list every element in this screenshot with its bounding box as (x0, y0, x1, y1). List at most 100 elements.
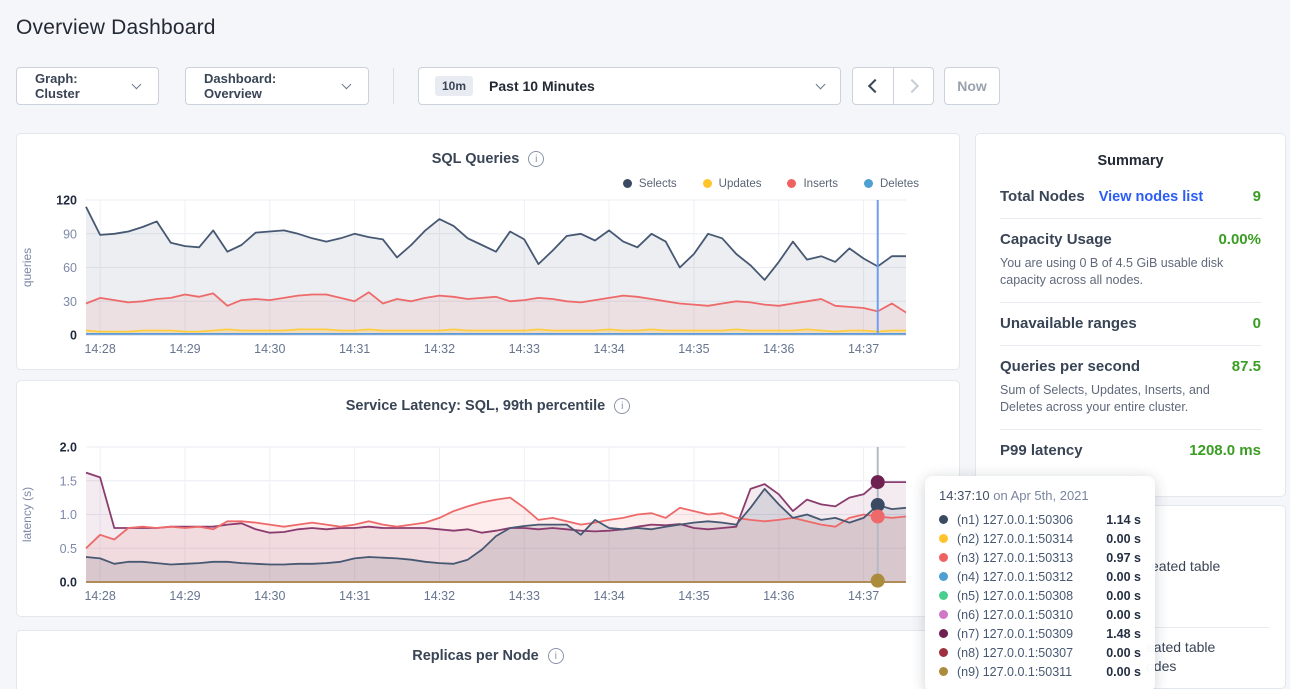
unavailable-ranges-label: Unavailable ranges (1000, 315, 1137, 332)
svg-text:0.0: 0.0 (60, 576, 77, 590)
graph-dropdown[interactable]: Graph: Cluster (16, 67, 159, 105)
tooltip-row: (n9) 127.0.0.1:50311 0.00 s (939, 662, 1141, 681)
legend-dot-icon (787, 179, 797, 188)
queries-per-second-label: Queries per second (1000, 358, 1141, 375)
tooltip-node-address: (n7) 127.0.0.1:50309 (957, 626, 1074, 641)
sql-queries-card: SQL Queries i Selects Updates Inserts Delet… (16, 133, 960, 370)
svg-text:14:31: 14:31 (339, 589, 370, 603)
view-nodes-list-link[interactable]: View nodes list (1098, 189, 1204, 205)
legend-label: Updates (718, 177, 762, 190)
tooltip-node-latency: 1.48 s (1106, 626, 1141, 641)
tooltip-row: (n3) 127.0.0.1:50313 0.97 s (939, 548, 1141, 567)
now-button[interactable]: Now (944, 67, 1000, 105)
info-icon[interactable]: i (547, 648, 564, 664)
svg-text:90: 90 (63, 227, 77, 241)
legend-label: Inserts (803, 177, 838, 190)
chevron-left-icon (867, 78, 883, 94)
service-latency-chart[interactable]: 2.0 1.5 1.0 0.5 0.0 14:28 14:29 14:30 14:31 14:32… (17, 441, 960, 609)
svg-text:14:36: 14:36 (763, 342, 794, 356)
sql-queries-chart[interactable]: 120 90 60 30 0 14:28 14:29 14:30 14:31 14:32 14:33… (17, 194, 960, 362)
tooltip-row: (n1) 127.0.0.1:50306 1.14 s (939, 510, 1141, 529)
tooltip-node-address: (n8) 127.0.0.1:50307 (957, 645, 1074, 660)
svg-text:14:32: 14:32 (424, 589, 455, 603)
p99-latency-row: P99 latency 1208.0 ms (1000, 429, 1261, 472)
tooltip-node-address: (n5) 127.0.0.1:50308 (957, 588, 1074, 603)
page-title: Overview Dashboard (16, 16, 216, 39)
node-color-dot-icon (939, 648, 948, 657)
tooltip-node-latency: 0.00 s (1106, 607, 1141, 622)
legend-item-inserts[interactable]: Inserts (787, 176, 838, 191)
sql-queries-legend: Selects Updates Inserts Deletes (17, 176, 919, 191)
svg-text:14:33: 14:33 (509, 589, 540, 603)
time-range-dropdown[interactable]: 10m Past 10 Minutes (418, 67, 841, 105)
svg-text:14:36: 14:36 (763, 589, 794, 603)
tooltip-node-address: (n4) 127.0.0.1:50312 (957, 569, 1074, 584)
svg-text:2.0: 2.0 (60, 441, 77, 455)
node-color-dot-icon (939, 629, 948, 638)
chevron-down-icon (815, 79, 826, 89)
tooltip-node-latency: 0.00 s (1106, 588, 1141, 603)
svg-text:14:33: 14:33 (509, 342, 540, 356)
svg-text:0: 0 (70, 329, 77, 343)
svg-text:60: 60 (63, 261, 77, 275)
svg-text:1.5: 1.5 (60, 474, 77, 488)
node-color-dot-icon (939, 572, 948, 581)
total-nodes-value: 9 (1252, 188, 1261, 205)
tooltip-node-address: (n9) 127.0.0.1:50311 (957, 664, 1073, 679)
charts-column: SQL Queries i Selects Updates Inserts Delet… (16, 133, 960, 689)
svg-text:14:34: 14:34 (593, 589, 624, 603)
info-icon[interactable]: i (528, 151, 545, 167)
event-text-fragment: eated table (1146, 639, 1216, 655)
tooltip-node-address: (n2) 127.0.0.1:50314 (957, 531, 1074, 546)
tooltip-row: (n4) 127.0.0.1:50312 0.00 s (939, 567, 1141, 586)
svg-text:0.5: 0.5 (60, 542, 77, 556)
svg-text:14:28: 14:28 (84, 342, 115, 356)
tooltip-node-latency: 0.00 s (1106, 664, 1141, 679)
tooltip-timestamp: 14:37:10 on Apr 5th, 2021 (939, 488, 1141, 503)
dashboard-dropdown-label: Dashboard: Overview (204, 71, 277, 101)
graph-dropdown-label: Graph: Cluster (35, 71, 80, 101)
dashboard-dropdown[interactable]: Dashboard: Overview (185, 67, 369, 105)
capacity-usage-value: 0.00% (1218, 231, 1261, 248)
svg-text:120: 120 (56, 194, 77, 208)
time-forward-button[interactable] (893, 68, 933, 104)
legend-item-updates[interactable]: Updates (702, 176, 762, 191)
capacity-usage-label: Capacity Usage (1000, 231, 1112, 248)
svg-text:queries: queries (20, 248, 34, 287)
time-back-button[interactable] (853, 68, 893, 104)
time-pager (852, 67, 934, 105)
svg-text:14:34: 14:34 (593, 342, 624, 356)
svg-text:14:37: 14:37 (848, 589, 879, 603)
tooltip-node-address: (n6) 127.0.0.1:50310 (957, 607, 1074, 622)
tooltip-node-latency: 0.00 s (1106, 531, 1141, 546)
tooltip-node-address: (n3) 127.0.0.1:50313 (957, 550, 1074, 565)
tooltip-row: (n2) 127.0.0.1:50314 0.00 s (939, 529, 1141, 548)
tooltip-row: (n7) 127.0.0.1:50309 1.48 s (939, 624, 1141, 643)
time-range-label: Past 10 Minutes (489, 78, 595, 94)
node-color-dot-icon (939, 534, 948, 543)
svg-text:latency (s): latency (s) (20, 487, 34, 542)
svg-text:14:29: 14:29 (169, 342, 200, 356)
legend-item-deletes[interactable]: Deletes (864, 176, 919, 191)
p99-latency-label: P99 latency (1000, 442, 1083, 459)
queries-per-second-description: Sum of Selects, Updates, Inserts, and De… (1000, 383, 1210, 414)
legend-dot-icon (702, 179, 712, 188)
tooltip-date: on Apr 5th, 2021 (989, 488, 1089, 503)
node-color-dot-icon (939, 515, 948, 524)
info-icon[interactable]: i (614, 398, 631, 414)
tooltip-node-address: (n1) 127.0.0.1:50306 (957, 512, 1074, 527)
legend-label: Selects (638, 177, 677, 190)
tooltip-row: (n5) 127.0.0.1:50308 0.00 s (939, 586, 1141, 605)
p99-latency-value: 1208.0 ms (1189, 442, 1261, 459)
tooltip-row: (n6) 127.0.0.1:50310 0.00 s (939, 605, 1141, 624)
node-color-dot-icon (939, 610, 948, 619)
chevron-right-icon (904, 78, 919, 94)
capacity-usage-description: You are using 0 B of 4.5 GiB usable disk… (1000, 256, 1224, 287)
node-color-dot-icon (939, 553, 948, 562)
svg-text:14:37: 14:37 (848, 342, 879, 356)
legend-item-selects[interactable]: Selects (622, 176, 677, 191)
svg-text:14:28: 14:28 (84, 589, 115, 603)
svg-text:14:35: 14:35 (678, 342, 709, 356)
event-text-fragment: eated table (1151, 558, 1221, 574)
chart-hover-tooltip: 14:37:10 on Apr 5th, 2021 (n1) 127.0.0.1… (925, 476, 1155, 689)
